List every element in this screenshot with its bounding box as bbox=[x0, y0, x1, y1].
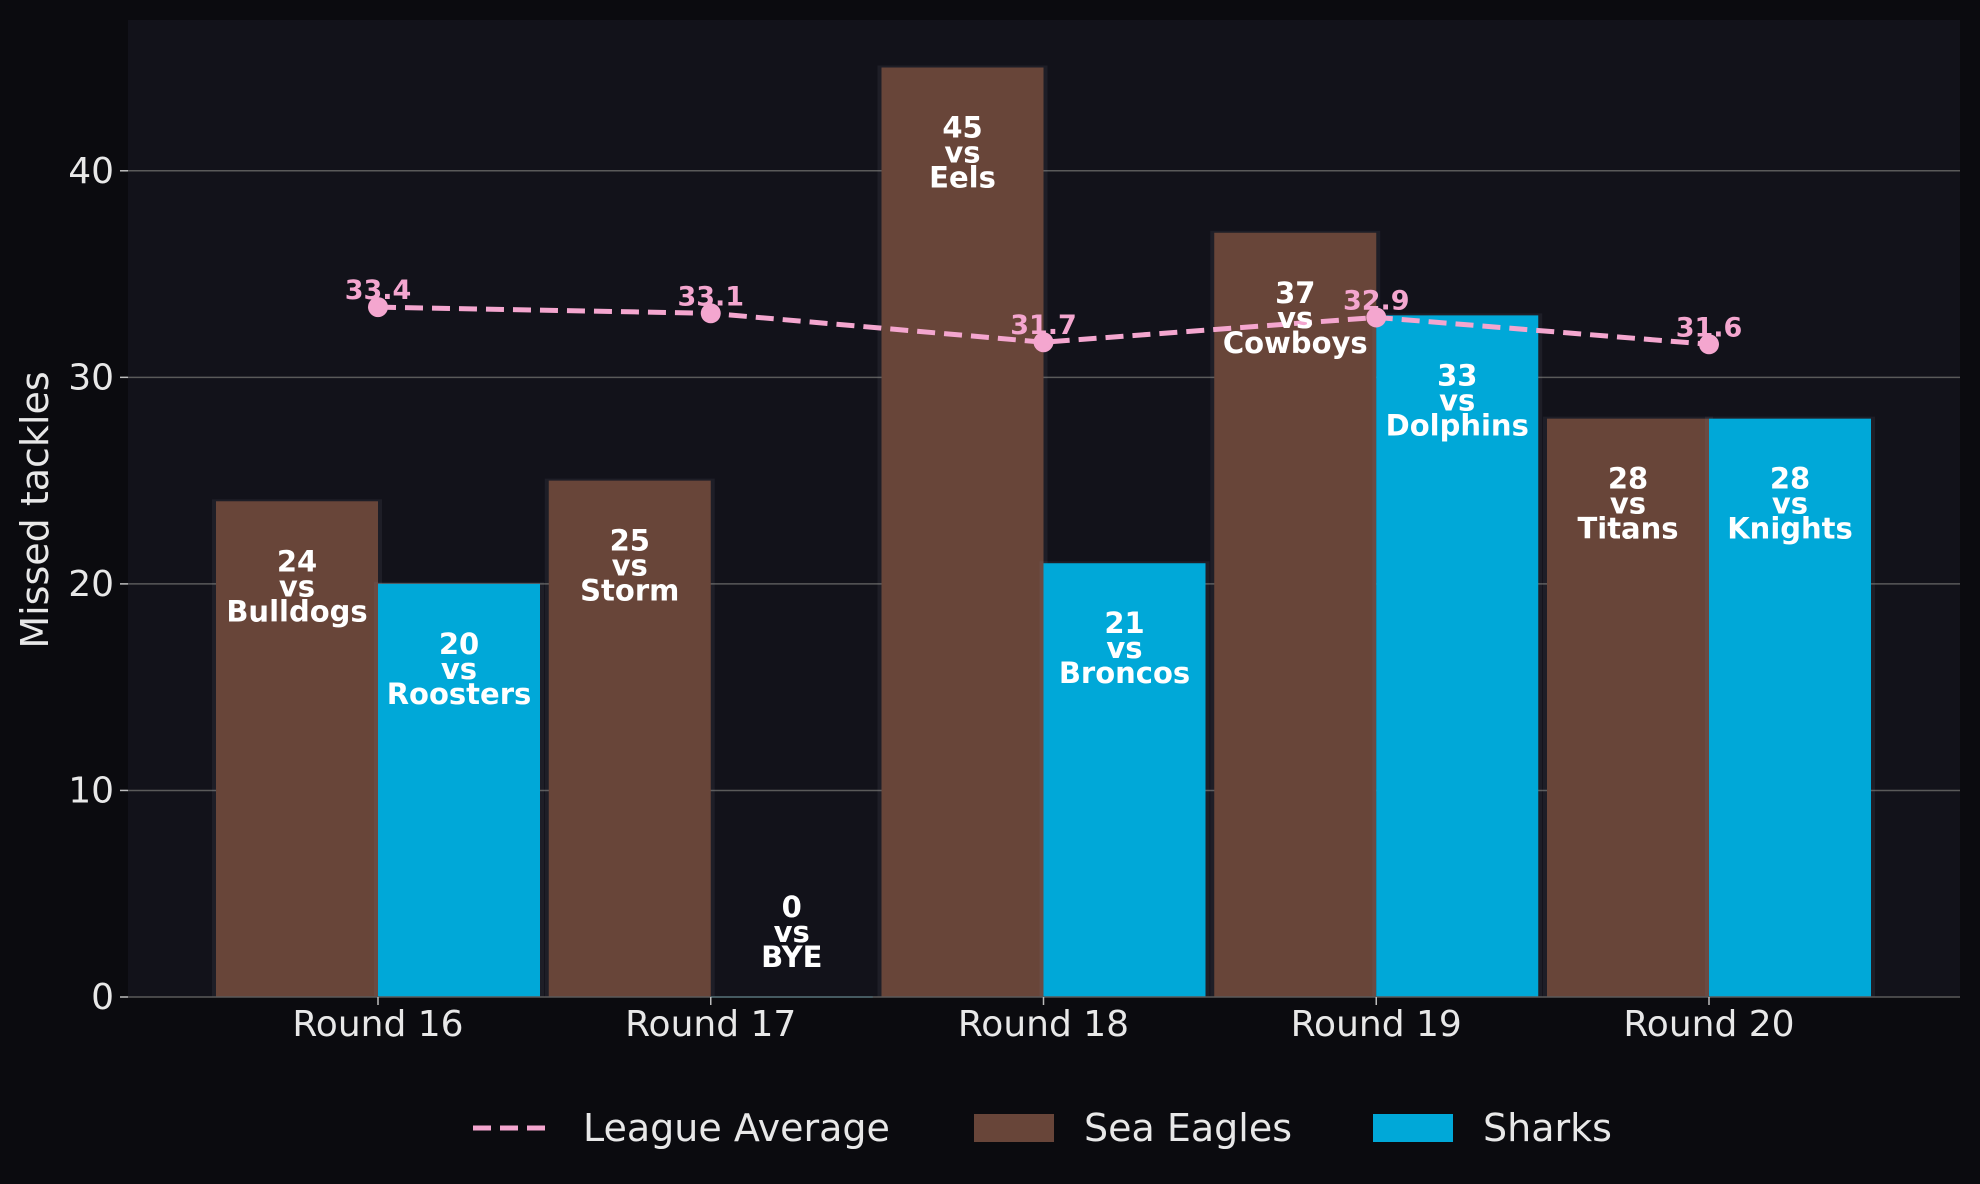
y-tick-label-0: 0 bbox=[91, 977, 114, 1018]
bar-label-line: Eels bbox=[929, 161, 996, 195]
bar-label-line: vs bbox=[441, 652, 477, 686]
bar-label-line: vs bbox=[1277, 301, 1313, 335]
bar-label-line: vs bbox=[1772, 487, 1808, 521]
bar-sharks-3 bbox=[1376, 315, 1539, 998]
bar-label-line: vs bbox=[944, 136, 980, 170]
bar-label-line: 28 bbox=[1608, 462, 1648, 496]
y-tick-label-10: 10 bbox=[68, 770, 114, 811]
league-average-point-1 bbox=[700, 303, 721, 324]
x-tick-label-4: Round 20 bbox=[1623, 1004, 1794, 1045]
bar-sharks-4 bbox=[1709, 418, 1871, 997]
bar-label-line: Knights bbox=[1727, 512, 1853, 546]
bar-label-line: Dolphins bbox=[1386, 408, 1529, 442]
bar-label-sharks-0: 20 vs Roosters bbox=[387, 627, 532, 711]
bar-label-line: vs bbox=[774, 915, 810, 949]
bar-sharks-0 bbox=[378, 583, 540, 997]
league-average-line: 33.4 33.1 31.7 32.9 31.6 bbox=[345, 275, 1743, 355]
bar-label-sea-eagles-4: 28 vs Titans bbox=[1577, 462, 1678, 546]
bar-sea-eagles-4 bbox=[1547, 418, 1709, 997]
bar-label-line: vs bbox=[612, 549, 648, 583]
legend: League Average Sea Eagles Sharks bbox=[473, 1106, 1612, 1150]
league-average-label-4: 31.6 bbox=[1676, 312, 1743, 343]
bar-label-line: Cowboys bbox=[1223, 326, 1368, 360]
legend-label-sharks: Sharks bbox=[1483, 1106, 1612, 1150]
bar-label-line: 37 bbox=[1275, 276, 1315, 310]
y-tick-label-30: 30 bbox=[68, 357, 114, 398]
legend-swatch-sea-eagles bbox=[974, 1114, 1054, 1142]
bar-label-line: vs bbox=[1439, 383, 1475, 417]
bar-label-sharks-4: 28 vs Knights bbox=[1727, 462, 1853, 546]
x-tick-label-1: Round 17 bbox=[625, 1004, 796, 1045]
legend-label-sea-eagles: Sea Eagles bbox=[1084, 1106, 1292, 1150]
bar-label-line: vs bbox=[1106, 631, 1142, 665]
league-average-label-0: 33.4 bbox=[345, 275, 412, 306]
bar-label-line: 25 bbox=[610, 524, 650, 558]
league-average-point-3 bbox=[1366, 307, 1387, 328]
bar-label-line: Storm bbox=[580, 574, 679, 608]
league-average-point-0 bbox=[368, 297, 388, 318]
bar-label-line: 0 bbox=[782, 890, 802, 924]
bar-label-sharks-2: 21 vs Broncos bbox=[1059, 606, 1190, 690]
bar-sharks-2 bbox=[1043, 563, 1206, 997]
y-tick-label-40: 40 bbox=[68, 151, 114, 192]
bar-label-line: BYE bbox=[761, 940, 822, 974]
y-axis-ticks: 0 10 20 30 40 bbox=[68, 151, 128, 1018]
bar-label-line: 24 bbox=[277, 544, 317, 578]
bar-label-sea-eagles-2: 45 vs Eels bbox=[929, 111, 996, 195]
bar-label-line: vs bbox=[279, 569, 315, 603]
bar-label-sea-eagles-0: 24 vs Bulldogs bbox=[226, 544, 367, 628]
bar-label-line: 20 bbox=[439, 627, 479, 661]
bars bbox=[212, 65, 1875, 998]
bar-label-sea-eagles-1: 25 vs Storm bbox=[580, 524, 679, 608]
bar-label-line: Broncos bbox=[1059, 656, 1190, 690]
bar-sea-eagles-2 bbox=[881, 67, 1044, 998]
bar-label-sharks-1: 0 vs BYE bbox=[761, 890, 822, 974]
league-average-label-3: 32.9 bbox=[1343, 285, 1410, 316]
bar-label-line: 28 bbox=[1770, 462, 1810, 496]
league-average-label-1: 33.1 bbox=[677, 281, 744, 312]
x-tick-label-2: Round 18 bbox=[958, 1004, 1129, 1045]
legend-swatch-sharks bbox=[1373, 1114, 1453, 1142]
bar-label-sharks-3: 33 vs Dolphins bbox=[1386, 358, 1529, 442]
x-tick-label-0: Round 16 bbox=[292, 1004, 463, 1045]
x-axis-ticks: Round 16 Round 17 Round 18 Round 19 Round 20 bbox=[292, 997, 1795, 1045]
bar-label-line: 45 bbox=[942, 111, 982, 145]
bar-label-line: Bulldogs bbox=[226, 594, 367, 628]
bar-label-sea-eagles-3: 37 vs Cowboys bbox=[1223, 276, 1368, 360]
x-tick-label-3: Round 19 bbox=[1291, 1004, 1462, 1045]
bar-label-line: Roosters bbox=[387, 677, 532, 711]
league-average-label-2: 31.7 bbox=[1010, 310, 1077, 341]
bar-label-line: vs bbox=[1610, 487, 1646, 521]
bar-sea-eagles-0 bbox=[216, 501, 378, 997]
bar-label-line: 21 bbox=[1104, 606, 1144, 640]
bar-sea-eagles-1 bbox=[548, 480, 711, 997]
league-average-point-2 bbox=[1033, 332, 1054, 353]
y-axis-label: Missed tackles bbox=[13, 371, 57, 648]
league-average-point-4 bbox=[1699, 334, 1719, 355]
bar-sea-eagles-3 bbox=[1214, 232, 1377, 997]
legend-label-league-average: League Average bbox=[583, 1106, 890, 1150]
y-tick-label-20: 20 bbox=[68, 564, 114, 605]
bar-label-line: Titans bbox=[1577, 512, 1678, 546]
league-average-polyline bbox=[377, 304, 1710, 347]
bar-label-line: 33 bbox=[1437, 358, 1477, 392]
